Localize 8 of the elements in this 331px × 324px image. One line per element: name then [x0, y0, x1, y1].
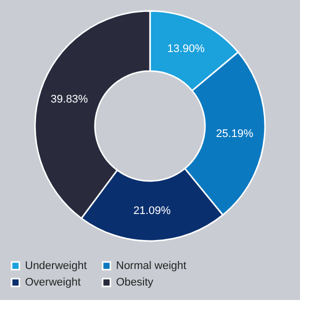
legend-label: Normal weight	[116, 260, 186, 272]
data-label: 25.19%	[216, 128, 254, 140]
legend-label: Underweight	[25, 260, 87, 272]
data-label: 21.09%	[133, 204, 171, 217]
legend-label: Overweight	[25, 276, 81, 288]
legend-label: Obesity	[116, 276, 154, 288]
data-label: 13.90%	[167, 42, 205, 55]
data-label: 39.83%	[50, 93, 88, 106]
